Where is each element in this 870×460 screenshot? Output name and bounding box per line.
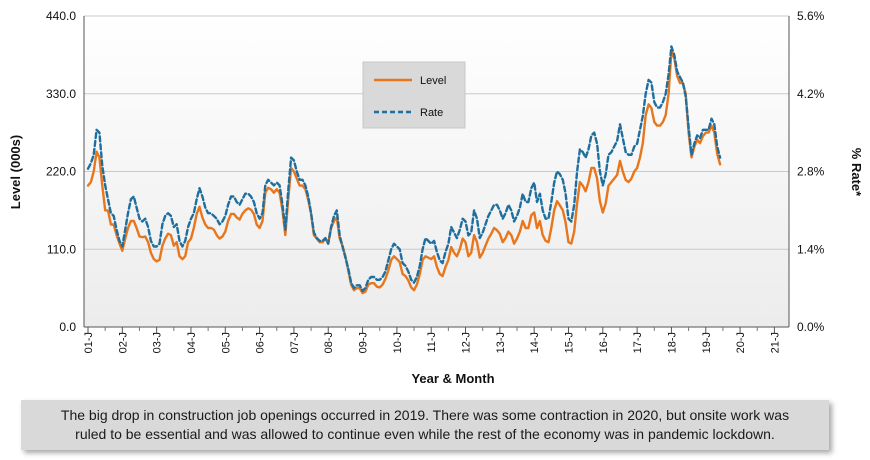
y2-tick-label: 1.4%: [797, 242, 825, 256]
x-tick-label: 04-J: [186, 332, 198, 353]
legend-box: [362, 61, 466, 129]
y2-tick-label: 5.6%: [797, 9, 825, 23]
y-tick-label: 440.0: [46, 9, 76, 23]
x-axis: 01-J 02-J 03-J 04-J 05-J 06-J 07-J 08-J 09-J 10-J…: [83, 327, 781, 353]
y2-tick-label: 2.8%: [797, 165, 825, 179]
series-line-level: [86, 50, 722, 295]
y-tick-label: 110.0: [47, 242, 76, 256]
line-chart: 0.0 110.0 220.0 330.0 440.0 0.0% 1.4% 2.8% 4.2%…: [8, 9, 864, 386]
x-tick-label: 14-J: [529, 332, 541, 353]
caption-box: The big drop in construction job opening…: [21, 400, 829, 450]
x-tick-label: 10-J: [392, 332, 404, 353]
x-axis-title: Year & Month: [411, 371, 494, 386]
x-tick-label: 07-J: [289, 332, 301, 353]
y-axis-right: 0.0% 1.4% 2.8% 4.2% 5.6%: [797, 9, 825, 334]
x-tick-label: 21-J: [769, 332, 781, 353]
series-line-rate: [86, 45, 722, 293]
y-axis-left: 0.0 110.0 220.0 330.0 440.0: [46, 9, 76, 334]
x-tick-label: 03-J: [152, 332, 164, 353]
x-tick-label: 02-J: [117, 332, 129, 353]
x-tick-label: 06-J: [255, 332, 267, 353]
x-tick-label: 16-J: [598, 332, 610, 353]
x-tick-label: 12-J: [461, 332, 473, 353]
x-tick-label: 13-J: [495, 332, 507, 353]
caption-line-1: The big drop in construction job opening…: [60, 407, 790, 423]
x-tick-label: 09-J: [358, 332, 370, 353]
x-tick-label: 17-J: [632, 332, 644, 353]
y-tick-label: 330.0: [46, 87, 76, 101]
x-tick-label: 15-J: [563, 332, 575, 353]
x-tick-label: 18-J: [666, 332, 678, 353]
y2-tick-label: 4.2%: [797, 87, 825, 101]
y-tick-label: 220.0: [46, 165, 76, 179]
x-tick-label: 19-J: [701, 332, 713, 353]
y2-axis-title: % Rate*: [849, 148, 864, 197]
caption-line-2: ruled to be essential and was allowed to…: [75, 426, 775, 442]
caption-text: The big drop in construction job opening…: [61, 406, 789, 444]
x-tick-label: 05-J: [220, 332, 232, 353]
x-tick-label: 20-J: [735, 332, 747, 353]
x-tick-label: 11-J: [426, 332, 438, 353]
x-tick-label: 01-J: [83, 332, 95, 353]
y2-tick-label: 0.0%: [797, 320, 825, 334]
y-tick-label: 0.0: [59, 320, 76, 334]
legend-rate-label: Rate: [420, 107, 443, 119]
series-lines: [86, 45, 722, 295]
x-tick-label: 08-J: [323, 332, 335, 353]
y-axis-title: Level (000s): [8, 135, 23, 209]
legend-level-label: Level: [420, 75, 446, 87]
legend: Level Rate: [362, 61, 466, 129]
